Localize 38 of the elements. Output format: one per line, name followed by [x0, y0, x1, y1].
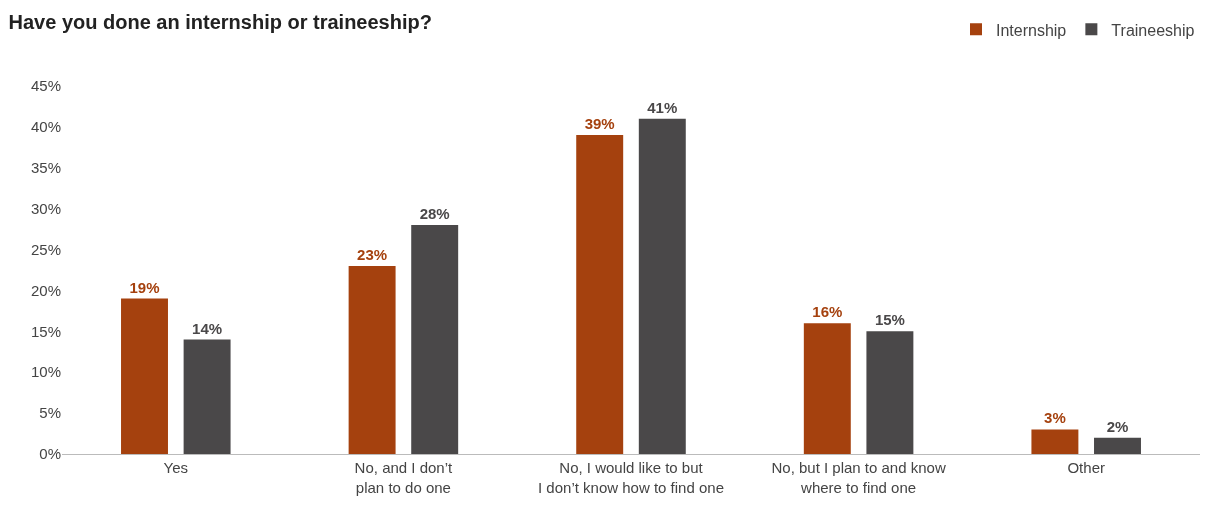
- bar: [803, 323, 851, 454]
- y-tick-label: 25%: [30, 240, 61, 258]
- bar: [576, 135, 624, 454]
- x-tick-label: No, I would like to but I don’t know how to find one: [538, 459, 724, 496]
- y-tick-label: 0%: [39, 445, 61, 463]
- bar: [121, 298, 168, 454]
- data-label: 2%: [1106, 417, 1129, 435]
- legend-label: Traineeship: [1111, 21, 1195, 39]
- y-tick-label: 30%: [30, 199, 61, 217]
- x-tick-label: Yes: [163, 459, 189, 476]
- x-tick-label: No, but I plan to and know where to find one: [771, 459, 946, 496]
- y-tick-label: 45%: [30, 77, 61, 95]
- chart-title: Have you done an internship or traineeship?: [8, 11, 432, 34]
- data-label: 41%: [647, 98, 678, 116]
- bar: [183, 339, 231, 454]
- y-tick-label: 40%: [30, 118, 61, 136]
- data-label: 14%: [192, 319, 223, 337]
- x-tick-label: No, and I don’t plan to do one: [354, 459, 454, 496]
- legend-label: Internship: [996, 21, 1067, 39]
- x-tick-label: Other: [1067, 459, 1105, 476]
- bar: [348, 265, 396, 454]
- bar: [866, 331, 914, 454]
- y-tick-label: 20%: [30, 281, 61, 299]
- data-label: 23%: [357, 245, 388, 263]
- bar: [1094, 437, 1141, 454]
- bar: [1031, 429, 1079, 454]
- y-tick-label: 10%: [30, 363, 61, 381]
- data-label: 16%: [812, 303, 843, 321]
- data-label: 15%: [874, 311, 905, 329]
- data-label: 19%: [129, 278, 160, 296]
- y-tick-label: 35%: [30, 159, 61, 177]
- bar: [411, 225, 459, 454]
- bar: [638, 118, 686, 454]
- data-label: 39%: [584, 115, 615, 133]
- y-tick-label: 15%: [30, 322, 61, 340]
- data-label: 28%: [419, 205, 450, 223]
- data-label: 3%: [1044, 409, 1066, 427]
- y-tick-label: 5%: [39, 404, 61, 422]
